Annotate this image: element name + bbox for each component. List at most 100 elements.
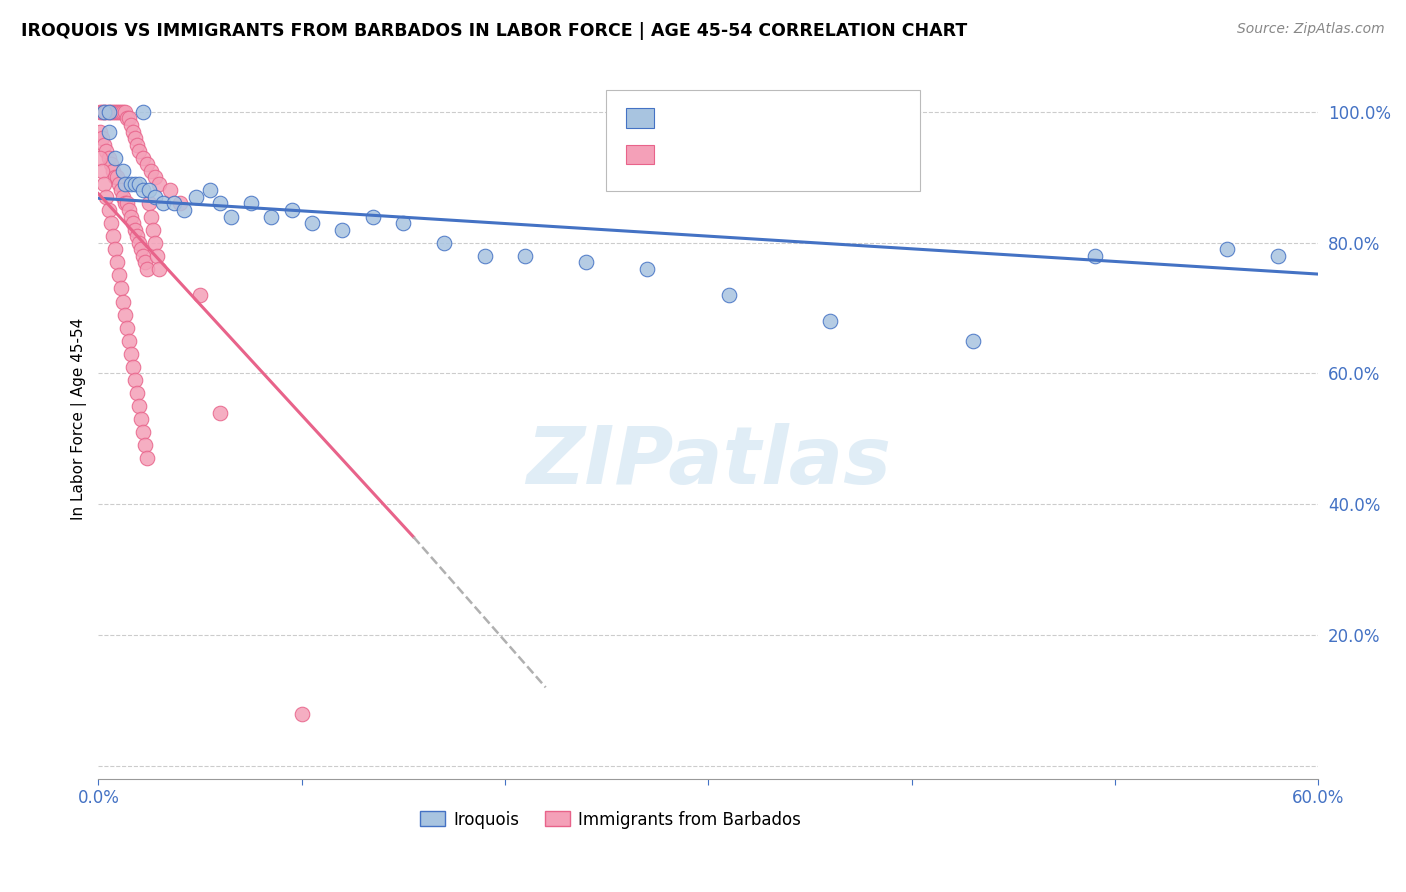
Point [115, 320, 138, 334]
Point [100, 104, 122, 119]
Point [110, 183, 132, 197]
Point [104, 170, 127, 185]
Point [474, 249, 496, 263]
Point [93, 177, 115, 191]
Point [122, 124, 145, 138]
Point [136, 451, 159, 466]
Y-axis label: In Labor Force | Age 45-54: In Labor Force | Age 45-54 [72, 318, 87, 520]
Point [291, 706, 314, 721]
Point [141, 163, 163, 178]
Point [138, 196, 160, 211]
Point [141, 210, 163, 224]
Point [146, 249, 169, 263]
Point [104, 151, 127, 165]
Point [96, 144, 118, 158]
Point [104, 242, 127, 256]
Point [105, 104, 128, 119]
Point [575, 255, 598, 269]
Text: -0.152: -0.152 [696, 109, 755, 127]
Point [93, 104, 115, 119]
Point [159, 183, 181, 197]
Point [184, 190, 207, 204]
Point [122, 216, 145, 230]
Point [142, 222, 165, 236]
Point [105, 170, 128, 185]
Point [118, 334, 141, 348]
Point [97, 202, 120, 217]
Point [120, 118, 142, 132]
Point [124, 177, 146, 191]
Point [118, 112, 141, 126]
Text: N =: N = [766, 109, 803, 127]
Text: 85: 85 [800, 145, 823, 163]
Point [152, 196, 174, 211]
Point [301, 216, 323, 230]
Point [120, 210, 142, 224]
Point [169, 196, 191, 211]
Point [361, 210, 384, 224]
Point [148, 261, 170, 276]
Point [104, 104, 127, 119]
Text: IROQUOIS VS IMMIGRANTS FROM BARBADOS IN LABOR FORCE | AGE 45-54 CORRELATION CHAR: IROQUOIS VS IMMIGRANTS FROM BARBADOS IN … [21, 22, 967, 40]
Point [148, 177, 170, 191]
Point [134, 438, 156, 452]
Point [239, 196, 262, 211]
Point [101, 104, 124, 119]
Point [122, 359, 145, 374]
Point [1216, 242, 1239, 256]
Point [97, 104, 120, 119]
Point [110, 104, 132, 119]
Point [143, 190, 166, 204]
Point [260, 210, 283, 224]
Point [125, 137, 148, 152]
Point [1267, 249, 1289, 263]
Point [97, 124, 120, 138]
Point [134, 255, 156, 269]
Point [219, 210, 242, 224]
Point [124, 373, 146, 387]
Point [111, 104, 134, 119]
Point [91, 131, 114, 145]
Point [717, 288, 740, 302]
Point [198, 183, 221, 197]
Point [132, 104, 155, 119]
Point [173, 202, 195, 217]
Point [96, 190, 118, 204]
Point [89, 151, 111, 165]
Point [136, 261, 159, 276]
Point [143, 170, 166, 185]
Point [209, 406, 232, 420]
Point [392, 216, 415, 230]
Point [107, 177, 129, 191]
Point [136, 157, 159, 171]
Point [120, 347, 142, 361]
Point [162, 196, 184, 211]
Point [118, 202, 141, 217]
Point [128, 235, 150, 250]
Point [1084, 249, 1107, 263]
Point [433, 235, 456, 250]
Point [128, 177, 150, 191]
Point [107, 104, 129, 119]
Point [100, 216, 122, 230]
Point [280, 202, 302, 217]
Text: 38: 38 [800, 109, 823, 127]
Point [96, 104, 118, 119]
Point [330, 222, 353, 236]
Point [107, 268, 129, 283]
Point [93, 104, 115, 119]
Text: Source: ZipAtlas.com: Source: ZipAtlas.com [1237, 22, 1385, 37]
Text: N =: N = [766, 145, 803, 163]
Point [124, 131, 146, 145]
Point [101, 163, 124, 178]
Point [129, 412, 152, 426]
Legend: Iroquois, Immigrants from Barbados: Iroquois, Immigrants from Barbados [413, 804, 807, 835]
Point [101, 229, 124, 244]
Point [120, 177, 142, 191]
Point [89, 104, 111, 119]
Point [143, 235, 166, 250]
Point [89, 124, 111, 138]
Point [125, 229, 148, 244]
Point [97, 104, 120, 119]
Point [115, 196, 138, 211]
